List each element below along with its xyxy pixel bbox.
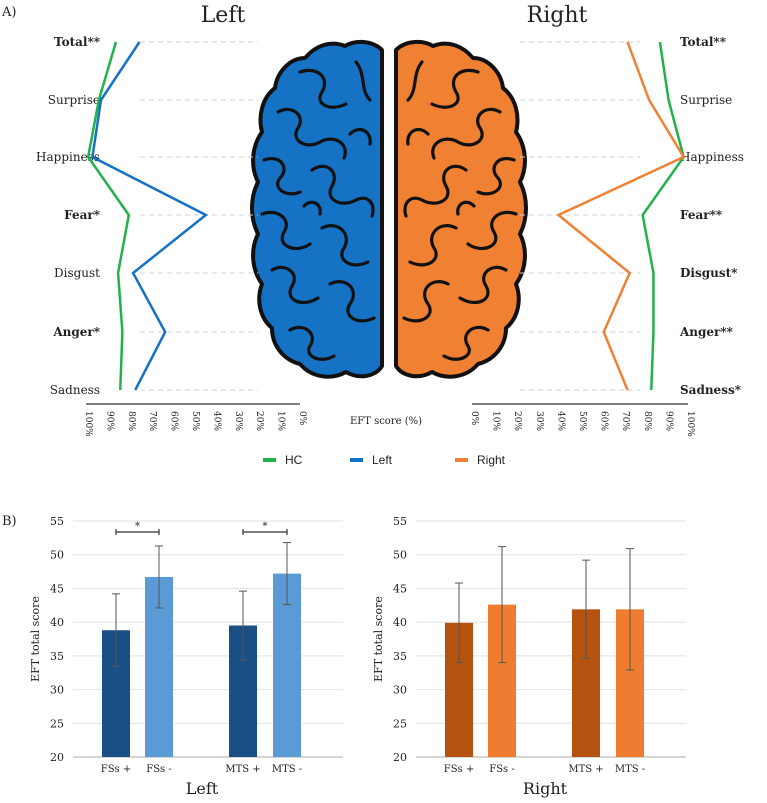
category-label-right: Surprise — [680, 93, 732, 107]
tick-label-right: 30% — [534, 411, 544, 431]
tick-label-right: 70% — [620, 411, 630, 431]
category-label: FSs + — [444, 764, 474, 775]
title-left: Left — [201, 3, 246, 28]
y-tick-label: 25 — [393, 717, 407, 730]
x-axis-label: EFT score (%) — [350, 416, 422, 427]
chart-b-right-bars: 20 25 30 35 40 45 50 55 EFT total score FSs + FSs … — [372, 515, 686, 798]
y-axis-label: EFT total score — [372, 596, 385, 682]
category-label: FSs - — [146, 764, 171, 775]
category-label-left: Anger* — [52, 325, 100, 339]
series-line-left-left — [91, 41, 209, 391]
category-label: MTS - — [615, 764, 645, 775]
y-tick-label: 55 — [393, 515, 407, 528]
category-label: MTS + — [225, 764, 260, 775]
category-label-right: Anger** — [679, 325, 734, 339]
legend-label-left: Left — [372, 453, 393, 467]
tick-label-left: 40% — [211, 411, 221, 431]
category-label-right: Happiness — [680, 150, 744, 164]
tick-label-right: 90% — [663, 411, 673, 431]
category-label-left: Disgust — [54, 266, 100, 280]
tick-label-right: 10% — [491, 411, 501, 431]
category-label-right: Total** — [680, 35, 727, 49]
panel-a-label: A) — [1, 5, 16, 20]
tick-label-left: 0% — [297, 411, 307, 426]
y-axis-label: EFT total score — [29, 596, 42, 682]
tick-label-left: 20% — [254, 411, 264, 431]
y-tick-label: 20 — [50, 751, 64, 764]
y-tick-label: 20 — [393, 751, 407, 764]
y-tick-label: 40 — [50, 616, 64, 629]
category-label-left: Surprise — [48, 93, 100, 107]
tick-label-left: 100% — [83, 411, 93, 437]
series-line-left-hc — [86, 41, 131, 391]
y-tick-label: 35 — [393, 650, 407, 663]
y-tick-label: 45 — [50, 582, 64, 595]
y-tick-label: 30 — [393, 684, 407, 697]
series-line-right-hc — [641, 41, 686, 391]
tick-label-left: 10% — [276, 411, 286, 431]
tick-label-left: 50% — [190, 411, 200, 431]
tick-label-right: 0% — [469, 411, 479, 426]
panel-b-label: B) — [2, 514, 17, 529]
category-label: MTS + — [568, 764, 603, 775]
tick-label-left: 30% — [233, 411, 243, 431]
subtitle: Left — [186, 779, 219, 798]
category-label-right: Fear** — [680, 208, 723, 222]
legend-label-right: Right — [477, 453, 506, 467]
tick-label-right: 80% — [642, 411, 652, 431]
tick-label-left: 60% — [169, 411, 179, 431]
category-label-left: Total** — [54, 35, 101, 49]
significance-star: * — [263, 521, 268, 532]
tick-label-right: 40% — [555, 411, 565, 431]
tick-label-left: 80% — [126, 411, 136, 431]
title-right: Right — [527, 3, 588, 28]
category-label: FSs - — [489, 764, 514, 775]
legend-label-hc: HC — [285, 453, 303, 467]
y-tick-label: 45 — [393, 582, 407, 595]
category-label: MTS - — [272, 764, 302, 775]
y-tick-label: 25 — [50, 717, 64, 730]
y-tick-label: 40 — [393, 616, 407, 629]
tick-label-left: 90% — [104, 411, 114, 431]
category-label-right: Sadness* — [680, 383, 742, 397]
y-tick-label: 55 — [50, 515, 64, 528]
series-line-right-right — [556, 41, 686, 391]
legend: HC Left Right — [263, 453, 506, 467]
brain-right-hemisphere — [394, 39, 528, 379]
tick-label-right: 60% — [599, 411, 609, 431]
category-label: FSs + — [101, 764, 131, 775]
significance-star: * — [135, 521, 140, 532]
brain-left-hemisphere — [250, 39, 384, 379]
subtitle: Right — [523, 779, 568, 798]
y-tick-label: 50 — [50, 549, 64, 562]
tick-label-right: 20% — [512, 411, 522, 431]
category-label-left: Fear* — [64, 208, 101, 222]
category-label-right: Disgust* — [680, 266, 738, 280]
y-tick-label: 50 — [393, 549, 407, 562]
tick-label-right: 50% — [577, 411, 587, 431]
category-label-left: Happiness — [36, 150, 100, 164]
chart-b-left-bars: 20 25 30 35 40 45 50 55 EFT total score FSs + FSs … — [29, 515, 343, 798]
chart-a-emotion-profiles: Total** Surprise Happiness Fear* Disgust Ange… — [36, 35, 744, 437]
category-label-left: Sadness — [50, 383, 100, 397]
y-tick-label: 30 — [50, 684, 64, 697]
tick-label-left: 70% — [147, 411, 157, 431]
tick-label-right: 100% — [685, 411, 695, 437]
y-tick-label: 35 — [50, 650, 64, 663]
